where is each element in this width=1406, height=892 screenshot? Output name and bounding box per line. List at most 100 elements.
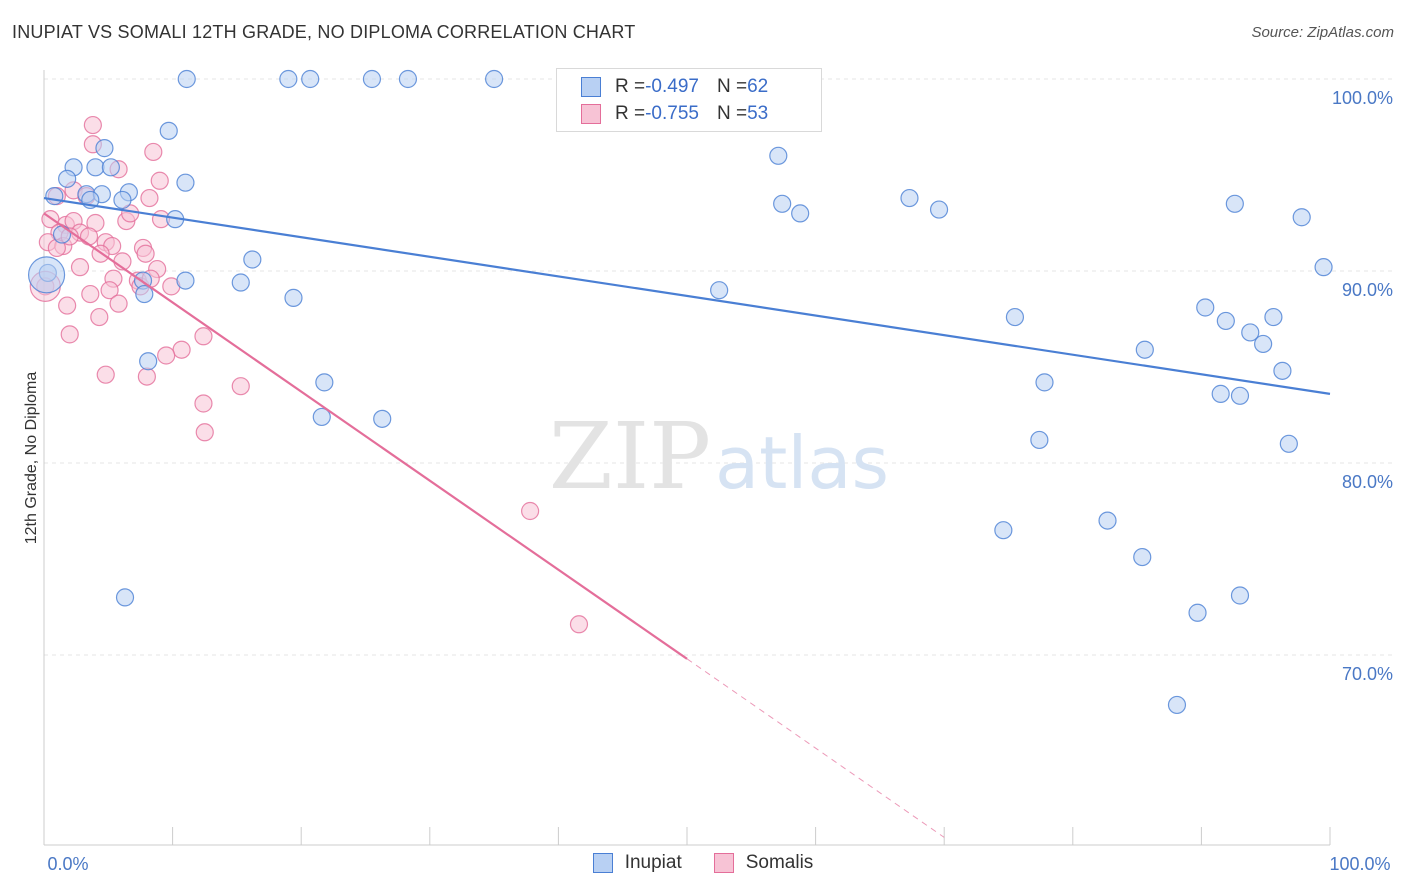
inupiat-point [101,158,120,177]
somalis-point [79,227,99,246]
inupiat-point [1279,434,1298,453]
somalis-point [172,340,191,359]
inupiat-points [27,69,1333,715]
watermark: ZIP atlas [549,403,889,510]
legend-swatch-somalis [713,853,734,873]
legend-swatch-inupiat [581,77,601,97]
inupiat-point [139,352,158,371]
inupiat-point [1211,384,1230,403]
inupiat-point [1005,307,1025,327]
inupiat-point [301,69,320,89]
inupiat-point [929,200,949,219]
somalis-point [83,115,102,135]
legend-label-inupiat: Inupiat [624,852,682,873]
somalis-point [109,294,128,313]
somalis-point [144,142,163,162]
inupiat-point [362,69,382,89]
somalis-point [90,307,109,327]
somalis-point [157,346,176,365]
inupiat-point [398,69,418,89]
legend-r-label: R = [615,103,646,124]
inupiat-point [1098,511,1117,530]
legend-n-label: N = [716,76,748,97]
somalis-point [195,423,214,442]
somalis-point [569,615,589,634]
somalis-point [58,296,77,315]
inupiat-point [1241,323,1260,342]
inupiat-point-large [27,256,66,294]
inupiat-point [1188,603,1207,622]
inupiat-point [1030,430,1049,450]
inupiat-point [243,250,262,269]
somalis-point [60,325,79,344]
inupiat-point [312,407,331,427]
somalis-point [194,394,213,413]
somalis-trend-line [43,212,688,660]
inupiat-point [284,288,303,307]
inupiat-point [791,204,810,223]
inupiat-point [176,271,195,290]
legend-n-label: N = [716,103,748,124]
inupiat-point [1254,334,1273,354]
legend-row-somalis: R = -0.755 N = 53 [581,102,768,126]
legend-row-inupiat: R = -0.497 N = 62 [581,75,768,99]
inupiat-point [1216,311,1235,331]
somalis-point [140,188,159,208]
inupiat-point [135,284,154,304]
inupiat-point [373,409,392,428]
legend-r-value-somalis: -0.755 [645,103,699,124]
inupiat-point [485,69,504,89]
legend-label-somalis: Somalis [745,852,814,873]
inupiat-point [773,194,792,213]
inupiat-point [1133,547,1152,567]
y-tick-label: 80.0% [1342,472,1393,492]
inupiat-point [315,373,334,392]
legend-item-inupiat[interactable]: Inupiat [592,852,682,874]
inupiat-point [710,281,729,300]
inupiat-point [994,521,1013,540]
y-tick-label: 90.0% [1342,280,1393,300]
axes [43,70,1331,846]
inupiat-point [769,146,788,165]
inupiat-point [1230,386,1250,405]
somalis-point [194,327,213,346]
watermark-zip: ZIP [549,403,711,510]
legend-item-somalis[interactable]: Somalis [713,852,814,874]
legend-swatch-somalis [581,104,601,124]
y-tick-labels: 100.0% 90.0% 80.0% 70.0% [1332,88,1393,684]
watermark-atlas: atlas [715,421,889,505]
inupiat-point [95,139,114,158]
gridlines [44,78,1392,656]
inupiat-point [1135,340,1154,359]
inupiat-point [1292,208,1311,227]
inupiat-trend-line [43,196,1331,395]
x-tick-labels: 0.0% 100.0% [47,854,1390,874]
somalis-point [136,244,155,263]
inupiat-point [1167,695,1187,715]
somalis-point [521,501,540,521]
inupiat-point [58,169,77,188]
inupiat-point [1264,307,1283,327]
series-legend: Inupiat Somalis [0,852,1406,874]
somalis-point [137,367,156,386]
inupiat-point [1035,373,1054,392]
inupiat-point [159,121,178,140]
inupiat-point [279,69,298,89]
legend-n-value-inupiat: 62 [747,76,769,97]
y-tick-label: 100.0% [1332,88,1393,108]
inupiat-point [1314,258,1333,277]
inupiat-point [45,187,64,206]
inupiat-point [1196,298,1215,317]
inupiat-point [177,69,196,89]
inupiat-point [115,588,135,607]
somalis-point [96,365,115,384]
inupiat-point [86,158,105,177]
x-tick-label-left: 0.0% [47,854,88,874]
source-label: Source: ZipAtlas.com [1251,24,1394,41]
somalis-point [81,284,100,304]
somalis-trend-extension [686,658,945,838]
trend-lines [43,196,1331,838]
inupiat-point [1225,194,1244,213]
somalis-point [70,258,90,277]
